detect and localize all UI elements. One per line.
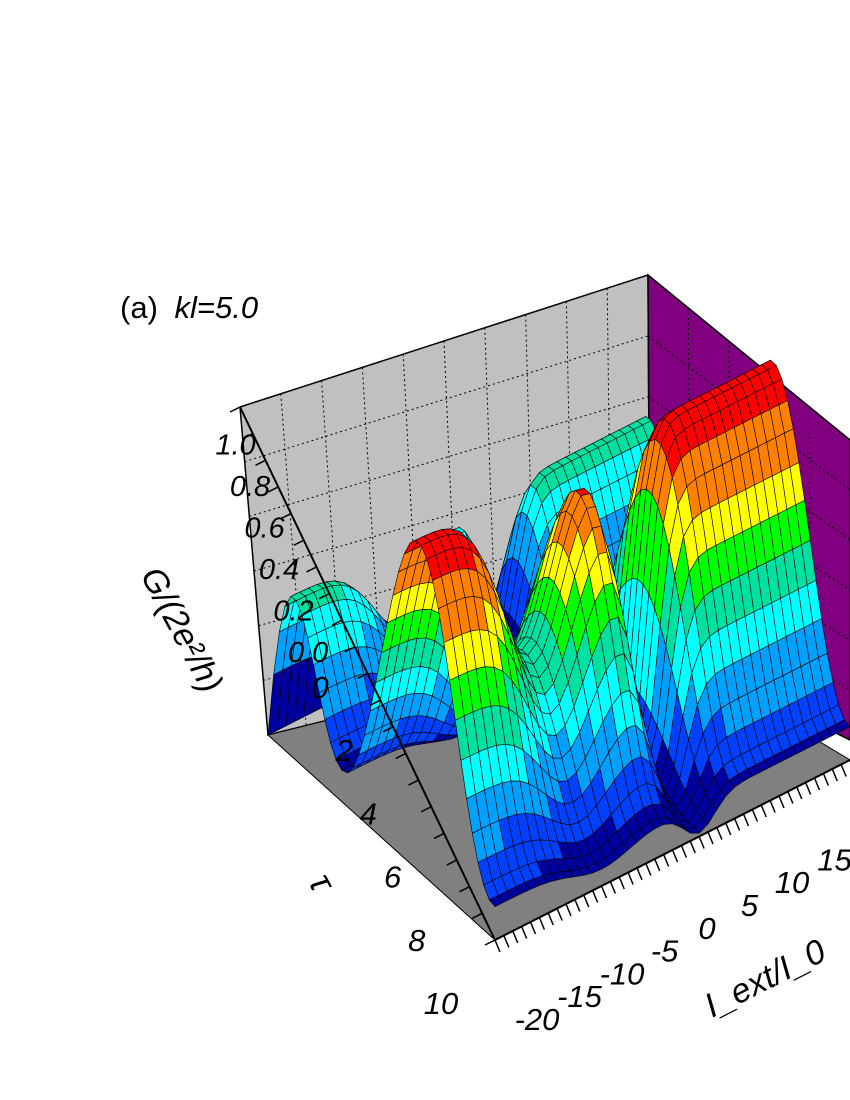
- tau-tick-mark: [369, 699, 381, 706]
- iext-tick-mark: [520, 926, 528, 939]
- iext-tick-mark: [600, 885, 608, 899]
- iext-tick-label: -15: [557, 979, 603, 1014]
- iext-tick-mark: [618, 876, 625, 890]
- iext-tick-mark: [574, 899, 581, 912]
- tau-tick-mark: [267, 486, 279, 493]
- iext-tick-mark: [556, 908, 563, 921]
- tau-tick-mark: [459, 886, 470, 893]
- param-label: kl=5.0: [175, 290, 259, 325]
- z-tick-label: 0.2: [273, 596, 313, 628]
- iext-tick-mark: [512, 930, 519, 944]
- panel-label: (a) kl=5.0: [120, 290, 258, 325]
- tau-tick-mark: [331, 619, 343, 626]
- iext-tick-mark: [654, 858, 661, 872]
- iext-tick-mark: [636, 867, 643, 881]
- iext-tick-mark: [760, 804, 767, 818]
- iext-tick-mark: [831, 768, 838, 782]
- tau-tick-mark: [420, 806, 432, 813]
- iext-tick-mark: [725, 822, 732, 836]
- iext-tick-label: -20: [515, 1002, 560, 1037]
- iext-tick-mark: [609, 881, 617, 894]
- z-tick-label: 0.8: [230, 471, 270, 503]
- z-axis-ticks: 0.0 0.2 0.4 0.6 0.8 1.0: [215, 430, 328, 670]
- tau-tick-label: 2: [335, 733, 353, 768]
- tau-tick-mark: [255, 459, 266, 466]
- tau-tick-label: 6: [384, 860, 402, 895]
- tau-tick-mark: [484, 939, 496, 946]
- tau-tick-label: 4: [360, 796, 377, 831]
- iext-tick-mark: [591, 890, 599, 903]
- tau-tick-mark: [229, 406, 241, 413]
- iext-tick-label: -5: [651, 934, 679, 969]
- iext-tick-mark: [796, 786, 803, 800]
- iext-tick-mark: [804, 782, 812, 795]
- iext-tick-mark: [840, 764, 847, 777]
- tau-tick-mark: [408, 779, 419, 786]
- z-axis-title: G/(2e²/h): [133, 561, 230, 699]
- z-tick-label: 1.0: [215, 430, 255, 462]
- iext-tick-mark: [662, 854, 670, 867]
- iext-tick-mark: [787, 791, 794, 804]
- iext-tick-mark: [627, 872, 634, 885]
- iext-tick-mark: [503, 935, 510, 948]
- iext-tick-label: 10: [775, 865, 809, 900]
- iext-tick-mark: [698, 836, 705, 849]
- iext-tick-mark: [742, 813, 750, 827]
- iext-tick-mark: [565, 903, 572, 917]
- panel-letter: (a): [120, 290, 158, 325]
- iext-tick-mark: [733, 818, 741, 831]
- iext-axis-ticks: -20-15-10-505101520: [494, 760, 850, 1037]
- wall-grid-line: [244, 335, 649, 463]
- tau-axis-title: τ: [301, 867, 345, 900]
- tau-tick-mark: [318, 592, 330, 600]
- surface-mesh: [267, 359, 850, 907]
- tau-tick-mark: [357, 672, 368, 680]
- iext-tick-mark: [813, 777, 821, 791]
- iext-tick-label: 15: [817, 842, 850, 877]
- tau-tick-mark: [395, 752, 407, 760]
- z-tick-label: 0.6: [244, 513, 285, 545]
- iext-axis-title: I_ext/I_0: [698, 932, 832, 1025]
- iext-tick-mark: [547, 912, 554, 926]
- iext-tick-mark: [583, 894, 590, 908]
- iext-tick-mark: [769, 800, 776, 813]
- tau-tick-mark: [293, 539, 305, 546]
- z-tick-label: 0.4: [259, 554, 299, 586]
- iext-tick-mark: [671, 849, 679, 863]
- tau-tick-label: 10: [424, 986, 458, 1021]
- tau-tick-mark: [382, 726, 394, 733]
- tau-tick-mark: [306, 566, 317, 573]
- iext-tick-mark: [494, 939, 501, 953]
- iext-tick-mark: [707, 831, 714, 845]
- tau-tick-mark: [446, 859, 458, 866]
- tau-tick-label: 8: [408, 923, 426, 958]
- iext-tick-label: 5: [741, 888, 759, 923]
- iext-tick-mark: [645, 863, 652, 876]
- tau-tick-mark: [471, 912, 483, 920]
- tau-tick-mark: [344, 646, 356, 653]
- iext-tick-mark: [689, 840, 696, 854]
- wall-grid-line: [253, 457, 650, 572]
- z-tick-label: 0.0: [288, 637, 328, 669]
- iext-tick-mark: [778, 795, 785, 809]
- iext-tick-mark: [716, 827, 723, 840]
- tau-tick-mark: [280, 512, 292, 520]
- iext-tick-mark: [751, 809, 759, 822]
- iext-tick-label: 0: [698, 911, 715, 946]
- tau-tick-label: 0: [311, 670, 328, 705]
- iext-tick-label: -10: [600, 956, 645, 991]
- tau-tick-mark: [242, 432, 254, 440]
- iext-tick-mark: [680, 845, 688, 858]
- tau-tick-mark: [433, 832, 445, 840]
- iext-tick-mark: [529, 921, 537, 935]
- surface-facet: [488, 895, 505, 907]
- iext-tick-mark: [822, 773, 830, 786]
- iext-tick-mark: [538, 917, 546, 930]
